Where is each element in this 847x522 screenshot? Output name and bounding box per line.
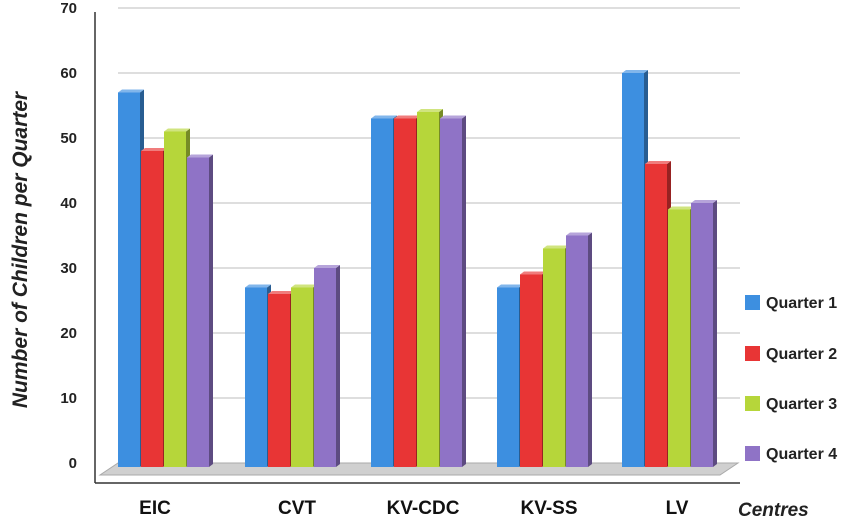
legend-swatch [745, 446, 760, 461]
bar-top [440, 115, 466, 119]
y-axis-label: Number of Children per Quarter [9, 90, 32, 408]
y-tick-label: 20 [60, 325, 77, 342]
bar-top [187, 154, 213, 158]
legend-item-quarter-2: Quarter 2 [745, 346, 837, 363]
bar-eic-q4 [187, 154, 213, 467]
bar-top [566, 232, 592, 236]
bar-front [622, 73, 644, 467]
bar-eic-q3 [164, 128, 190, 467]
bar-front [164, 131, 186, 467]
bar-front [291, 287, 313, 467]
bar-top [291, 284, 317, 288]
legend-label: Quarter 4 [766, 446, 837, 463]
bar-top [245, 284, 271, 288]
bar-cvt-q1 [245, 284, 271, 467]
category-label: EIC [139, 498, 171, 519]
bar-front [543, 248, 565, 467]
bar-front [566, 235, 588, 467]
bar-top [520, 271, 546, 275]
bar-top [314, 265, 340, 268]
legend-label: Quarter 3 [766, 396, 837, 413]
y-tick-labels: 0 10 20 30 40 50 60 70 [60, 0, 77, 472]
category-label: KV-SS [520, 498, 577, 519]
bar-lv-q3 [668, 206, 694, 467]
bar-front [668, 209, 690, 467]
bar-top [417, 109, 443, 112]
bar-side [462, 115, 466, 467]
bar-front [417, 112, 439, 467]
bar-kv-ss-q3 [543, 245, 569, 467]
bar-cvt-q3 [291, 284, 317, 467]
bar-top [118, 89, 144, 93]
category-label: KV-CDC [387, 498, 460, 519]
x-tick-labels: EIC CVT KV-CDC KV-SS LV [139, 498, 689, 519]
legend-item-quarter-4: Quarter 4 [745, 446, 837, 463]
bars [118, 70, 717, 467]
x-axis-label: Centres [738, 500, 809, 521]
legend-swatch [745, 295, 760, 310]
legend: Quarter 1 Quarter 2 Quarter 3 Quarter 4 [745, 295, 837, 463]
bar-front [118, 92, 140, 467]
legend-label: Quarter 1 [766, 295, 837, 312]
bar-kv-ss-q1 [497, 284, 523, 467]
bar-kv-ss-q4 [566, 232, 592, 467]
legend-swatch [745, 346, 760, 361]
y-tick-label: 50 [60, 130, 77, 147]
bar-top [668, 206, 694, 210]
y-tick-label: 60 [60, 65, 77, 82]
bar-front [268, 294, 290, 467]
bar-kv-cdc-q4 [440, 115, 466, 467]
bar-lv-q2 [645, 161, 671, 467]
bar-front [440, 118, 462, 467]
bar-front [645, 164, 667, 467]
category-label: LV [666, 498, 689, 519]
bar-lv-q1 [622, 70, 648, 467]
category-label: CVT [278, 498, 316, 519]
bar-front [497, 287, 519, 467]
bar-eic-q2 [141, 148, 167, 467]
bar-top [497, 284, 523, 288]
bar-top [543, 245, 569, 249]
y-tick-label: 40 [60, 195, 77, 212]
y-tick-label: 10 [60, 390, 77, 407]
y-tick-label: 0 [69, 455, 77, 472]
y-tick-label: 30 [60, 260, 77, 277]
bar-kv-ss-q2 [520, 271, 546, 467]
legend-swatch [745, 396, 760, 411]
bar-side [588, 232, 592, 467]
bar-top [371, 115, 397, 119]
bar-front [394, 118, 416, 467]
bar-front [187, 157, 209, 467]
bar-front [371, 118, 393, 467]
bar-front [141, 151, 163, 467]
bar-kv-cdc-q1 [371, 115, 397, 467]
bar-cvt-q4 [314, 265, 340, 467]
bar-side [209, 154, 213, 467]
bar-kv-cdc-q2 [394, 115, 420, 467]
bar-front [691, 203, 713, 467]
bar-top [141, 148, 167, 151]
bar-top [268, 291, 294, 294]
legend-label: Quarter 2 [766, 346, 837, 363]
bar-eic-q1 [118, 89, 144, 467]
legend-item-quarter-1: Quarter 1 [745, 295, 837, 312]
bar-front [520, 274, 542, 467]
bar-top [691, 200, 717, 203]
legend-item-quarter-3: Quarter 3 [745, 396, 837, 413]
y-tick-label: 70 [60, 0, 77, 17]
bar-top [622, 70, 648, 73]
bar-side [713, 200, 717, 467]
bar-side [336, 265, 340, 467]
bar-front [245, 287, 267, 467]
bar-cvt-q2 [268, 291, 294, 467]
bar-top [164, 128, 190, 132]
bar-kv-cdc-q3 [417, 109, 443, 467]
bar-top [645, 161, 671, 164]
bar-lv-q4 [691, 200, 717, 467]
bar-top [394, 115, 420, 119]
bar-front [314, 268, 336, 467]
